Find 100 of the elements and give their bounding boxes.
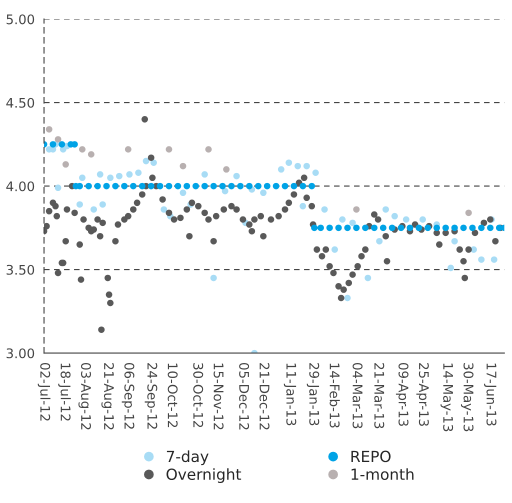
point bbox=[142, 158, 150, 164]
point bbox=[107, 174, 114, 182]
point bbox=[442, 224, 449, 232]
point bbox=[156, 182, 164, 190]
point bbox=[54, 136, 62, 143]
x-tick-label: 30-May-13 bbox=[460, 363, 474, 432]
x-tick-label: 14-Feb-13 bbox=[330, 364, 340, 428]
point bbox=[76, 201, 83, 208]
point bbox=[272, 182, 280, 190]
point bbox=[448, 264, 454, 272]
x-tick-label: 05-Dec-12 bbox=[239, 363, 250, 430]
point bbox=[99, 201, 106, 208]
point bbox=[79, 146, 86, 153]
x-tick-label: 29-Jan-13 bbox=[306, 363, 320, 426]
point bbox=[416, 224, 422, 232]
point bbox=[290, 182, 298, 190]
point bbox=[126, 171, 133, 178]
point bbox=[344, 294, 351, 302]
point bbox=[116, 172, 123, 180]
legend-label: 7-day bbox=[166, 450, 209, 466]
point bbox=[465, 210, 472, 216]
point bbox=[160, 206, 168, 213]
point bbox=[54, 184, 62, 192]
x-tick-label: 18-Jul-12 bbox=[58, 364, 71, 421]
x-tick-label: 21-Aug-12 bbox=[101, 363, 114, 430]
point bbox=[85, 182, 92, 190]
x-tick-label: 02-Jul-12 bbox=[38, 363, 50, 421]
y-tick-label: 3.00 bbox=[6, 348, 34, 358]
x-tick-label: 24-Sep-12 bbox=[144, 363, 158, 429]
x-tick-label: 21-Dec-12 bbox=[260, 363, 270, 430]
point bbox=[469, 224, 476, 232]
point bbox=[364, 274, 372, 282]
point bbox=[180, 190, 186, 196]
point bbox=[246, 182, 253, 190]
point bbox=[210, 182, 217, 190]
x-tick-label: 03-Aug-12 bbox=[78, 363, 91, 430]
point bbox=[166, 182, 172, 190]
x-tick-label: 14-May-13 bbox=[440, 364, 454, 432]
point bbox=[103, 182, 110, 190]
point bbox=[174, 182, 182, 190]
point bbox=[192, 182, 200, 190]
x-tick-label: 15-Nov-12 bbox=[214, 364, 224, 430]
point bbox=[478, 224, 485, 232]
point bbox=[433, 224, 440, 232]
point bbox=[382, 206, 389, 213]
point bbox=[138, 182, 146, 190]
x-tick-label: 21-Mar-13 bbox=[374, 363, 384, 428]
point bbox=[148, 182, 154, 190]
point bbox=[121, 182, 128, 190]
point bbox=[130, 182, 137, 190]
point bbox=[90, 206, 98, 213]
point bbox=[300, 182, 306, 190]
point bbox=[362, 224, 369, 232]
point bbox=[349, 220, 356, 226]
point bbox=[311, 224, 318, 232]
point bbox=[391, 212, 398, 220]
x-tick-label: 06-Sep-12 bbox=[122, 363, 134, 429]
point bbox=[335, 224, 342, 232]
point bbox=[278, 166, 284, 173]
x-tick-label: 25-Apr-13 bbox=[416, 363, 429, 426]
point bbox=[317, 224, 324, 232]
point bbox=[184, 182, 190, 190]
point bbox=[402, 216, 410, 223]
point bbox=[94, 182, 101, 190]
point bbox=[490, 256, 498, 263]
point bbox=[46, 126, 52, 133]
x-tick-label: 10-Oct-12 bbox=[168, 364, 178, 428]
x-tick-label: 17-Jun-13 bbox=[484, 364, 496, 426]
legend-label: 1-month bbox=[352, 468, 414, 480]
point bbox=[419, 216, 426, 223]
point bbox=[210, 274, 217, 282]
x-tick-label: 30-Oct-12 bbox=[193, 363, 204, 428]
point bbox=[124, 146, 132, 153]
x-tick-label: 04-Mar-13 bbox=[352, 363, 363, 428]
y-tick-label: 5.00 bbox=[6, 14, 34, 24]
point bbox=[460, 224, 467, 232]
point bbox=[62, 161, 69, 168]
point bbox=[451, 238, 458, 244]
point bbox=[294, 162, 302, 170]
point bbox=[254, 182, 262, 190]
x-tick-label: 11-Jan-13 bbox=[284, 364, 296, 426]
point bbox=[223, 166, 230, 173]
point bbox=[88, 151, 94, 158]
point bbox=[260, 190, 267, 196]
point bbox=[233, 172, 240, 180]
point bbox=[201, 171, 208, 178]
legend-label: REPO bbox=[351, 450, 391, 462]
point bbox=[286, 159, 292, 166]
y-tick-label: 3.50 bbox=[6, 264, 34, 275]
point bbox=[300, 202, 306, 210]
point bbox=[135, 169, 142, 176]
point bbox=[321, 206, 328, 213]
point bbox=[150, 159, 157, 166]
point bbox=[344, 224, 351, 232]
point bbox=[180, 162, 186, 170]
point bbox=[228, 182, 235, 190]
point bbox=[303, 162, 310, 170]
point bbox=[79, 174, 86, 182]
point bbox=[353, 206, 360, 213]
point bbox=[237, 182, 244, 190]
